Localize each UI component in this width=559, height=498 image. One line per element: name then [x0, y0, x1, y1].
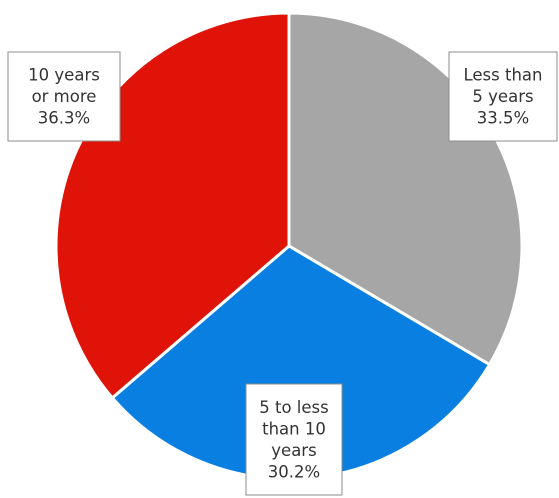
data-label-10-years-or-more: 10 years or more 36.3%	[7, 51, 121, 142]
data-label-category-line: than 10	[262, 419, 326, 438]
data-label-box	[448, 51, 558, 142]
data-label-category-line: or more	[32, 87, 97, 106]
data-label-5-to-less-than-10-years: 5 to less than 10 years 30.2%	[245, 383, 343, 496]
data-label-box	[245, 383, 343, 496]
data-label-category-line: 5 years	[472, 87, 533, 106]
data-label-percent: 30.2%	[268, 462, 320, 481]
data-label-percent: 33.5%	[477, 109, 529, 128]
data-label-box	[7, 51, 121, 142]
data-label-category-line: 10 years	[28, 66, 100, 85]
data-label-less-than-5-years: Less than 5 years 33.5%	[448, 51, 558, 142]
pie-data-labels: Less than 5 years 33.5% 5 to less than 10 yea…	[7, 51, 558, 496]
data-label-category-line: years	[271, 441, 316, 460]
data-label-category-line: 5 to less	[259, 398, 328, 417]
data-label-percent: 36.3%	[38, 109, 90, 128]
data-label-category-line: Less than	[464, 66, 543, 85]
